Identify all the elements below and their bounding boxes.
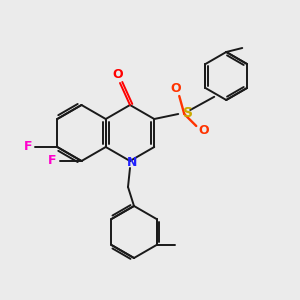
Text: O: O <box>170 82 181 94</box>
Text: N: N <box>127 155 137 169</box>
Text: O: O <box>198 124 208 136</box>
Text: F: F <box>24 140 32 154</box>
Text: S: S <box>183 106 193 120</box>
Text: F: F <box>48 154 57 167</box>
Text: O: O <box>113 68 123 82</box>
